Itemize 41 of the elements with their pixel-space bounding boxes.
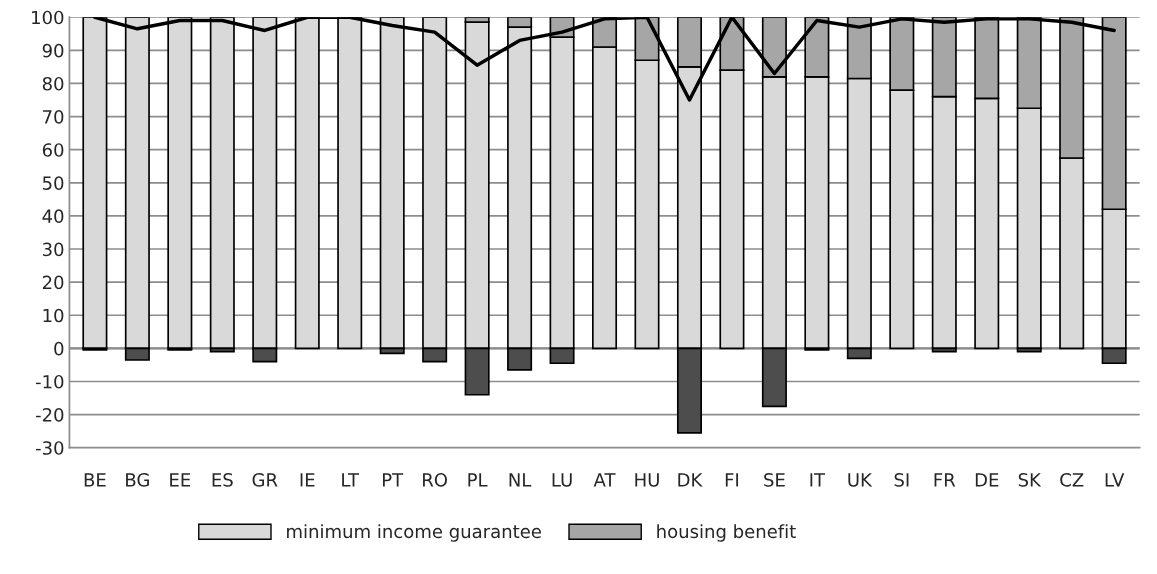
y-tick-label: 90	[42, 43, 64, 58]
legend-label: housing benefit	[657, 524, 796, 542]
x-tick-label: PL	[468, 473, 488, 487]
legend-label: minimum income guarantee	[287, 524, 541, 542]
x-tick-label: FR	[934, 473, 956, 487]
x-tick-label: DE	[975, 473, 999, 487]
y-tick-label: 50	[42, 176, 64, 190]
y-tick-label: 100	[32, 10, 64, 25]
y-tick-label: 20	[42, 275, 64, 290]
y-tick-label: 70	[43, 110, 64, 124]
x-tick-label: PT	[383, 473, 404, 487]
x-tick-label: LV	[1105, 473, 1125, 487]
y-tick-label: -10	[35, 374, 64, 389]
x-tick-label: UK	[848, 473, 873, 487]
y-tick-label: 10	[43, 308, 64, 323]
y-tick-label: 40	[42, 209, 64, 224]
y-tick-label: 60	[42, 143, 64, 157]
x-tick-label: LU	[552, 473, 572, 487]
y-tick-label: -20	[35, 408, 64, 422]
x-tick-label: BG	[126, 473, 149, 487]
x-tick-label: GR	[252, 473, 278, 487]
x-tick-label: RO	[423, 473, 448, 487]
x-tick-label: IT	[810, 473, 826, 487]
x-tick-label: BE	[84, 473, 106, 487]
y-tick-label: 30	[42, 242, 64, 257]
x-tick-label: DK	[678, 473, 703, 487]
x-tick-label: NL	[509, 473, 532, 487]
y-tick-label: -30	[35, 441, 64, 455]
x-tick-label: FI	[725, 473, 739, 487]
x-tick-label: LT	[342, 473, 360, 487]
x-tick-label: CZ	[1060, 473, 1084, 487]
x-tick-label: HU	[635, 473, 659, 487]
x-tick-label: SK	[1018, 473, 1042, 487]
x-tick-label: IE	[300, 473, 315, 487]
x-tick-label: ES	[212, 473, 233, 487]
y-tick-label: 80	[42, 76, 64, 91]
x-tick-label: AT	[593, 473, 616, 487]
x-tick-label: EE	[170, 473, 191, 487]
x-tick-label: SE	[764, 473, 785, 487]
y-tick-label: 0	[54, 341, 64, 356]
x-tick-label: SI	[894, 473, 909, 487]
